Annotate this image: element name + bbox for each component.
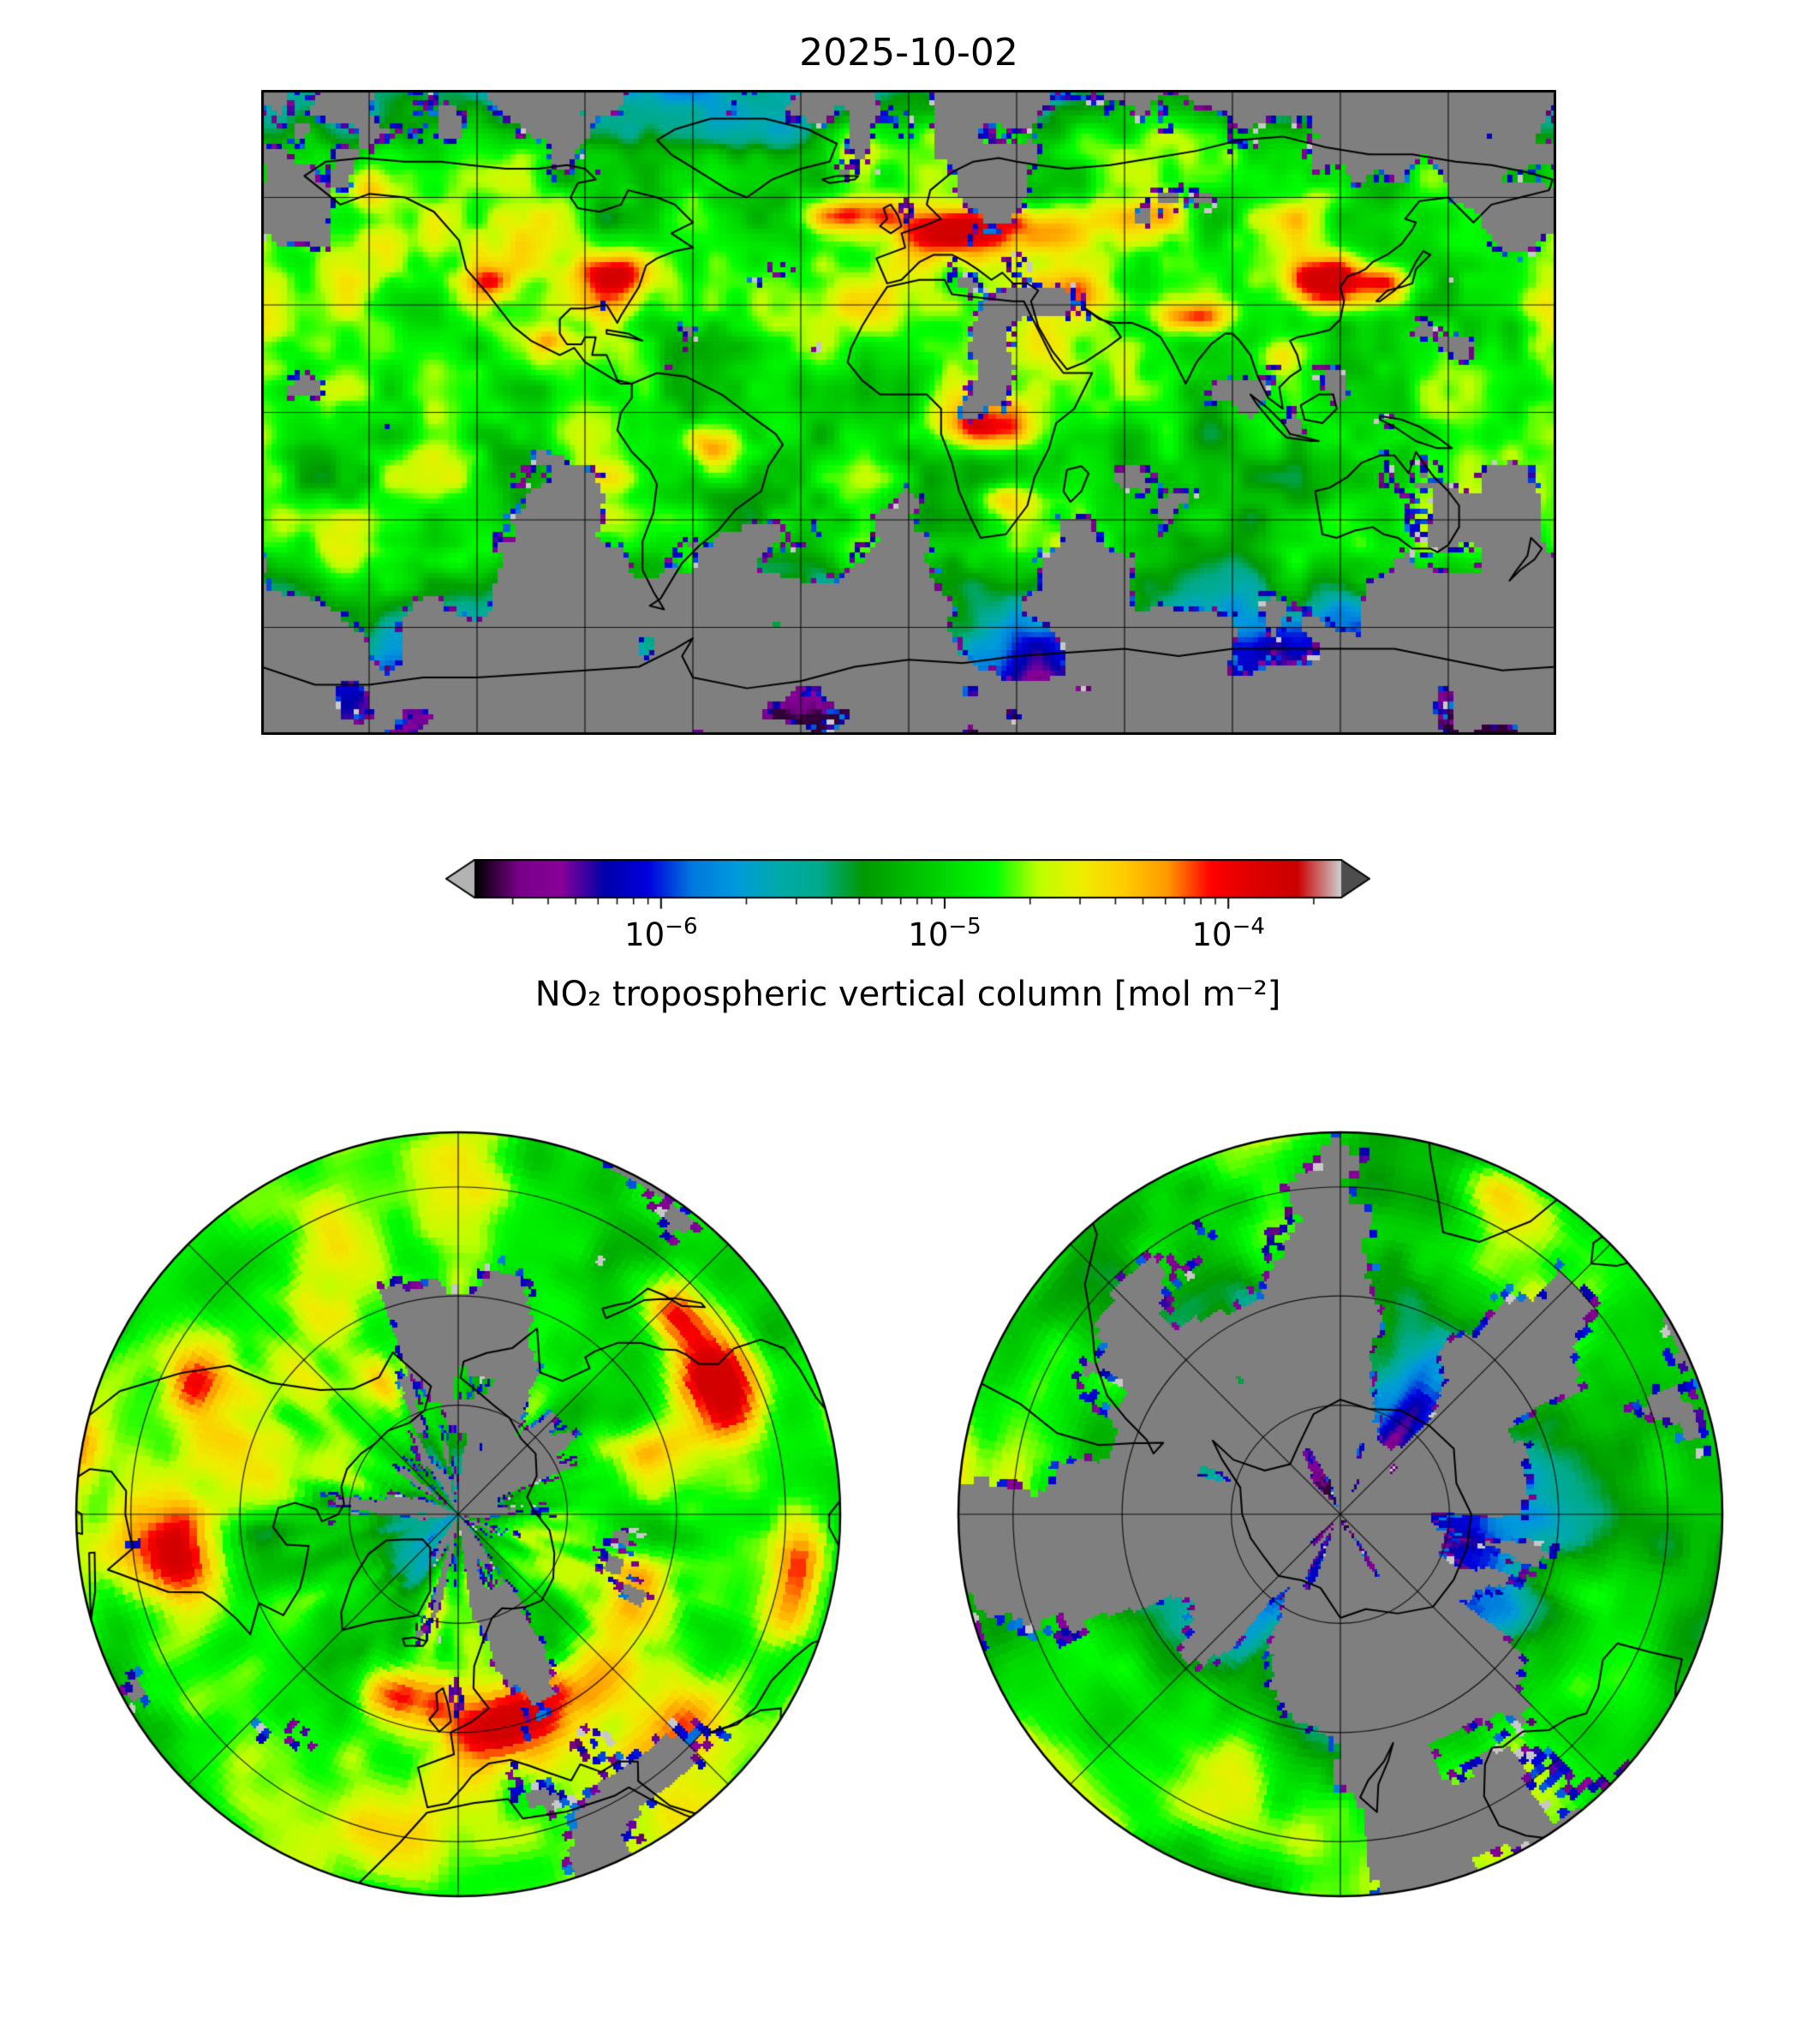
north-polar-panel (71, 1127, 845, 1901)
colorbar (445, 859, 1370, 914)
colorbar-tick-1e-6: 10−6 (624, 914, 698, 953)
global-map-panel (261, 90, 1556, 735)
colorbar-tick-1e-4: 10−4 (1191, 914, 1265, 953)
colorbar-tick-1e-5: 10−5 (908, 914, 982, 953)
tick-exponent: −4 (1232, 914, 1265, 940)
tick-base: 10 (1191, 916, 1232, 953)
plot-title: 2025-10-02 (799, 31, 1018, 75)
tick-base: 10 (908, 916, 949, 953)
south-polar-panel (953, 1127, 1728, 1901)
tick-base: 10 (624, 916, 665, 953)
tick-exponent: −6 (665, 914, 698, 940)
tick-exponent: −5 (948, 914, 982, 940)
colorbar-label: NO₂ tropospheric vertical column [mol m⁻… (534, 975, 1281, 1014)
